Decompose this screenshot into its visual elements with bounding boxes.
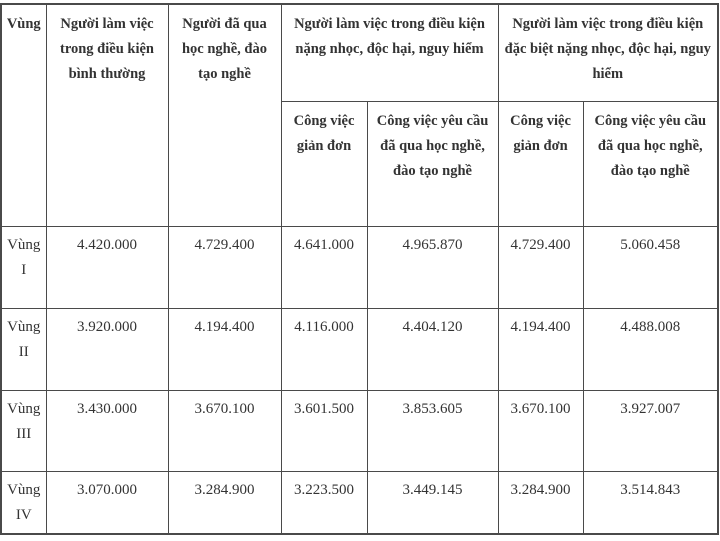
header-row-groups: Vùng Người làm việc trong điều kiện bình… — [0, 3, 719, 227]
col-header-region: Vùng — [0, 3, 47, 227]
col-header-vocational-trained: Người đã qua học nghề, đào tạo nghề — [167, 3, 282, 227]
cell-trained: 4.194.400 — [167, 307, 282, 391]
cell-normal: 3.920.000 — [45, 307, 169, 391]
header-row-subcolumns: Công việc giản đơn Công việc yêu cầu đã … — [1, 100, 719, 227]
cell-special-trained: 3.927.007 — [582, 389, 719, 472]
subcol-special-trained-work: Công việc yêu cầu đã qua học nghề, đào t… — [582, 100, 719, 227]
minimum-wage-table: Vùng Người làm việc trong điều kiện bình… — [0, 3, 720, 535]
cell-special-simple: 4.729.400 — [497, 225, 584, 309]
col-header-normal-conditions: Người làm việc trong điều kiện bình thườ… — [45, 3, 169, 227]
table-row-region-1: Vùng I 4.420.000 4.729.400 4.641.000 4.9… — [0, 225, 719, 309]
cell-trained: 3.284.900 — [167, 470, 282, 535]
cell-trained: 4.729.400 — [167, 225, 282, 309]
cell-special-trained: 4.488.008 — [582, 307, 719, 391]
region-label: Vùng II — [0, 307, 47, 391]
subcol-hazardous-trained-work: Công việc yêu cầu đã qua học nghề, đào t… — [366, 100, 499, 227]
col-group-special-hazardous-conditions: Người làm việc trong điều kiện đặc biệt … — [497, 3, 719, 102]
subcol-hazardous-simple-work: Công việc giản đơn — [280, 100, 368, 227]
region-label: Vùng IV — [0, 470, 47, 535]
subcol-special-simple-work: Công việc giản đơn — [497, 100, 584, 227]
cell-normal: 3.430.000 — [45, 389, 169, 472]
col-group-hazardous-conditions: Người làm việc trong điều kiện nặng nhọc… — [280, 3, 499, 102]
cell-hazardous-trained: 4.965.870 — [366, 225, 499, 309]
table-row-region-3: Vùng III 3.430.000 3.670.100 3.601.500 3… — [0, 389, 719, 472]
cell-normal: 4.420.000 — [45, 225, 169, 309]
cell-hazardous-simple: 3.601.500 — [280, 389, 368, 472]
cell-special-trained: 3.514.843 — [582, 470, 719, 535]
cell-hazardous-simple: 4.641.000 — [280, 225, 368, 309]
cell-special-trained: 5.060.458 — [582, 225, 719, 309]
cell-normal: 3.070.000 — [45, 470, 169, 535]
cell-trained: 3.670.100 — [167, 389, 282, 472]
cell-hazardous-simple: 3.223.500 — [280, 470, 368, 535]
cell-hazardous-trained: 3.449.145 — [366, 470, 499, 535]
table-row-region-2: Vùng II 3.920.000 4.194.400 4.116.000 4.… — [0, 307, 719, 391]
cell-hazardous-trained: 4.404.120 — [366, 307, 499, 391]
region-label: Vùng III — [0, 389, 47, 472]
cell-hazardous-trained: 3.853.605 — [366, 389, 499, 472]
table-row-region-4: Vùng IV 3.070.000 3.284.900 3.223.500 3.… — [0, 470, 719, 535]
cell-special-simple: 3.670.100 — [497, 389, 584, 472]
cell-special-simple: 3.284.900 — [497, 470, 584, 535]
cell-special-simple: 4.194.400 — [497, 307, 584, 391]
region-label: Vùng I — [0, 225, 47, 309]
cell-hazardous-simple: 4.116.000 — [280, 307, 368, 391]
